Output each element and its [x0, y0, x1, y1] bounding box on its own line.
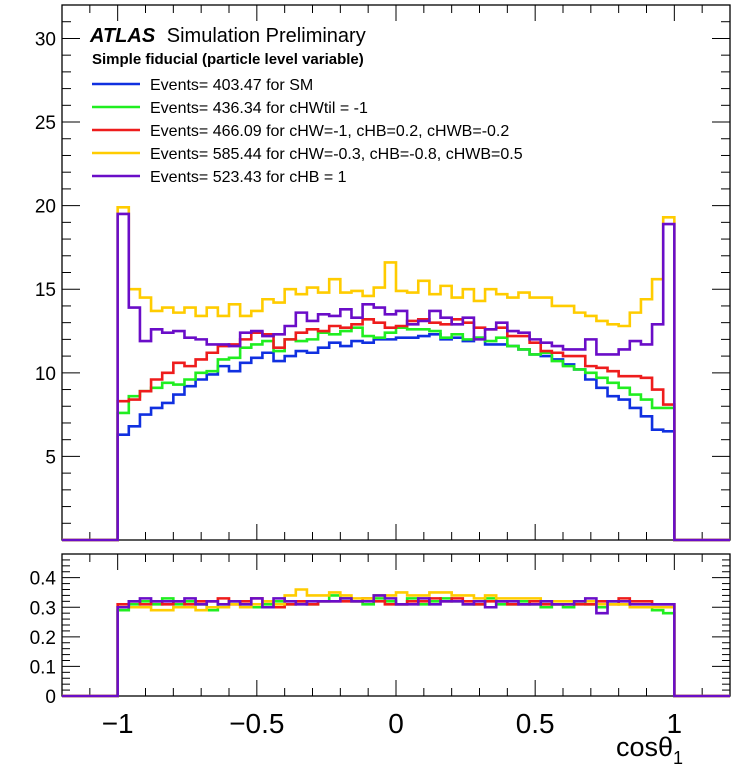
- atlas-subtitle: Simulation Preliminary: [167, 25, 366, 47]
- series-line-2: [62, 318, 730, 542]
- main-plot-panel: 5 10 15 20 25 30: [35, 4, 731, 542]
- x-tick-label: −1: [102, 708, 134, 739]
- x-axis-label-main: cosθ: [616, 732, 673, 762]
- series-line-3: [62, 205, 730, 542]
- ratio-plot-panel: 0 0.1 0.2 0.3 0.4 −1 −0.5 0 0.5 1: [30, 553, 731, 739]
- selection-label: Simple fiducial (particle level variable…: [92, 51, 364, 68]
- chart-legend: Events= 403.47 for SM Events= 436.34 for …: [92, 77, 523, 186]
- y-tick-label: 30: [35, 29, 56, 50]
- legend-entry-3: Events= 585.44 for cHW=-0.3, cHB=-0.8, c…: [150, 146, 523, 163]
- series-line-4: [62, 212, 730, 542]
- y-tick-label: 0.1: [30, 657, 56, 678]
- x-axis-label-subscript: 1: [673, 748, 683, 768]
- legend-entry-0: Events= 403.47 for SM: [150, 77, 313, 94]
- y-tick-label: 15: [35, 280, 56, 301]
- series-line-0: [62, 333, 730, 542]
- y-tick-label: 0.2: [30, 628, 56, 649]
- x-tick-label: −0.5: [229, 708, 284, 739]
- x-axis-label: cosθ1: [616, 732, 683, 768]
- legend-entry-4: Events= 523.43 for cHB = 1: [150, 169, 347, 186]
- chart-title-block: ATLAS Simulation Preliminary Simple fidu…: [89, 25, 366, 68]
- y-tick-label: 0.4: [30, 569, 57, 590]
- svg-text:ATLAS Simulation Prelimi: ATLAS Simulation Preliminary: [89, 25, 366, 47]
- x-tick-label: 0: [388, 708, 404, 739]
- atlas-label: ATLAS: [89, 25, 156, 47]
- y-tick-label: 25: [35, 113, 56, 134]
- y-tick-label: 0.3: [30, 598, 56, 619]
- series-line-1: [62, 326, 730, 542]
- y-tick-label: 5: [45, 447, 56, 468]
- series-line-3: [62, 594, 730, 698]
- x-tick-label: 1: [667, 708, 683, 739]
- x-tick-label: 0.5: [516, 708, 555, 739]
- series-line-1: [62, 597, 730, 698]
- legend-entry-2: Events= 466.09 for cHW=-1, cHB=0.2, cHWB…: [150, 123, 509, 140]
- legend-entry-1: Events= 436.34 for cHWtil = -1: [150, 100, 368, 117]
- y-tick-label: 10: [35, 364, 56, 385]
- y-tick-label: 20: [35, 197, 56, 218]
- y-tick-label: 0: [45, 687, 56, 708]
